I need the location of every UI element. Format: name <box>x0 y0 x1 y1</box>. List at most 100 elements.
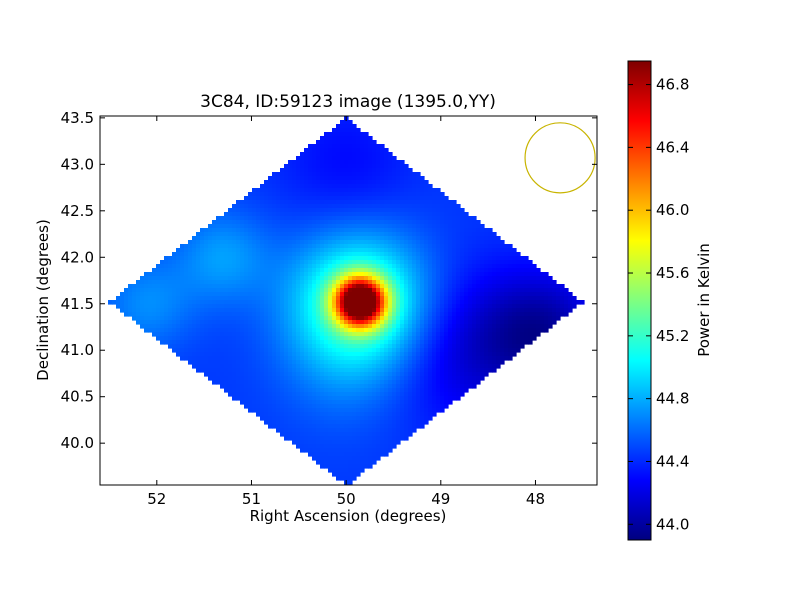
heatmap-cell <box>240 328 245 333</box>
heatmap-cell <box>196 248 201 253</box>
heatmap-cell <box>232 312 237 317</box>
heatmap-cell <box>168 300 173 305</box>
heatmap-cell <box>512 288 517 293</box>
heatmap-cell <box>448 376 453 381</box>
heatmap-cell <box>464 360 469 365</box>
heatmap-cell <box>472 312 477 317</box>
heatmap-cell <box>416 200 421 205</box>
heatmap-cell <box>560 296 565 301</box>
heatmap-cell <box>256 324 261 329</box>
heatmap-cell <box>280 332 285 337</box>
heatmap-cell <box>188 268 193 273</box>
heatmap-cell <box>400 348 405 353</box>
heatmap-cell <box>360 204 365 209</box>
heatmap-cell <box>216 216 221 221</box>
heatmap-cell <box>336 256 341 261</box>
heatmap-cell <box>424 300 429 305</box>
heatmap-cell <box>432 272 437 277</box>
heatmap-cell <box>408 244 413 249</box>
heatmap-cell <box>220 264 225 269</box>
heatmap-cell <box>248 300 253 305</box>
heatmap-cell <box>316 316 321 321</box>
heatmap-cell <box>172 344 177 349</box>
heatmap-cell <box>164 288 169 293</box>
heatmap-cell <box>288 264 293 269</box>
heatmap-cell <box>256 384 261 389</box>
heatmap-cell <box>296 196 301 201</box>
heatmap-cell <box>252 288 257 293</box>
heatmap-cell <box>284 248 289 253</box>
heatmap-cell <box>472 280 477 285</box>
heatmap-cell <box>328 328 333 333</box>
heatmap-cell <box>424 184 429 189</box>
heatmap-cell <box>384 216 389 221</box>
heatmap-cell <box>240 308 245 313</box>
heatmap-cell <box>464 312 469 317</box>
heatmap-cell <box>444 292 449 297</box>
heatmap-cell <box>472 368 477 373</box>
heatmap-cell <box>264 316 269 321</box>
heatmap-cell <box>248 252 253 257</box>
heatmap-cell <box>164 332 169 337</box>
heatmap-cell <box>340 224 345 229</box>
heatmap-cell <box>424 380 429 385</box>
heatmap-cell <box>484 304 489 309</box>
heatmap-cell <box>320 284 325 289</box>
heatmap-cell <box>412 236 417 241</box>
heatmap-cell <box>512 280 517 285</box>
heatmap-cell <box>320 196 325 201</box>
heatmap-cell <box>168 260 173 265</box>
heatmap-cell <box>524 260 529 265</box>
heatmap-cell <box>184 284 189 289</box>
heatmap-cell <box>232 212 237 217</box>
heatmap-cell <box>172 304 177 309</box>
heatmap-cell <box>444 276 449 281</box>
heatmap-cell <box>408 248 413 253</box>
heatmap-cell <box>360 368 365 373</box>
heatmap-cell <box>340 384 345 389</box>
heatmap-cell <box>232 364 237 369</box>
heatmap-cell <box>424 352 429 357</box>
heatmap-cell <box>444 316 449 321</box>
heatmap-cell <box>316 368 321 373</box>
heatmap-cell <box>296 400 301 405</box>
heatmap-cell <box>124 292 129 297</box>
heatmap-cell <box>416 260 421 265</box>
heatmap-cell <box>420 256 425 261</box>
heatmap-cell <box>308 216 313 221</box>
heatmap-cell <box>504 300 509 305</box>
heatmap-cell <box>356 260 361 265</box>
heatmap-cell <box>296 380 301 385</box>
heatmap-cell <box>300 268 305 273</box>
heatmap-cell <box>336 184 341 189</box>
heatmap-cell <box>280 280 285 285</box>
heatmap-cell <box>372 312 377 317</box>
heatmap-cell <box>248 340 253 345</box>
heatmap-cell <box>220 364 225 369</box>
heatmap-cell <box>164 256 169 261</box>
heatmap-cell <box>368 324 373 329</box>
heatmap-cell <box>196 244 201 249</box>
heatmap-cell <box>416 320 421 325</box>
heatmap-cell <box>216 224 221 229</box>
heatmap-cell <box>368 320 373 325</box>
heatmap-cell <box>356 296 361 301</box>
heatmap-cell <box>344 340 349 345</box>
heatmap-cell <box>300 324 305 329</box>
heatmap-cell <box>252 224 257 229</box>
heatmap-cell <box>280 316 285 321</box>
heatmap-cell <box>416 304 421 309</box>
heatmap-cell <box>524 268 529 273</box>
heatmap-cell <box>368 252 373 257</box>
heatmap-cell <box>376 368 381 373</box>
heatmap-cell <box>404 188 409 193</box>
heatmap-cell <box>344 128 349 133</box>
heatmap-cell <box>244 308 249 313</box>
heatmap-cell <box>368 364 373 369</box>
heatmap-cell <box>496 312 501 317</box>
heatmap-cell <box>252 244 257 249</box>
heatmap-cell <box>392 316 397 321</box>
heatmap-cell <box>408 296 413 301</box>
heatmap-cell <box>412 280 417 285</box>
heatmap-cell <box>420 368 425 373</box>
